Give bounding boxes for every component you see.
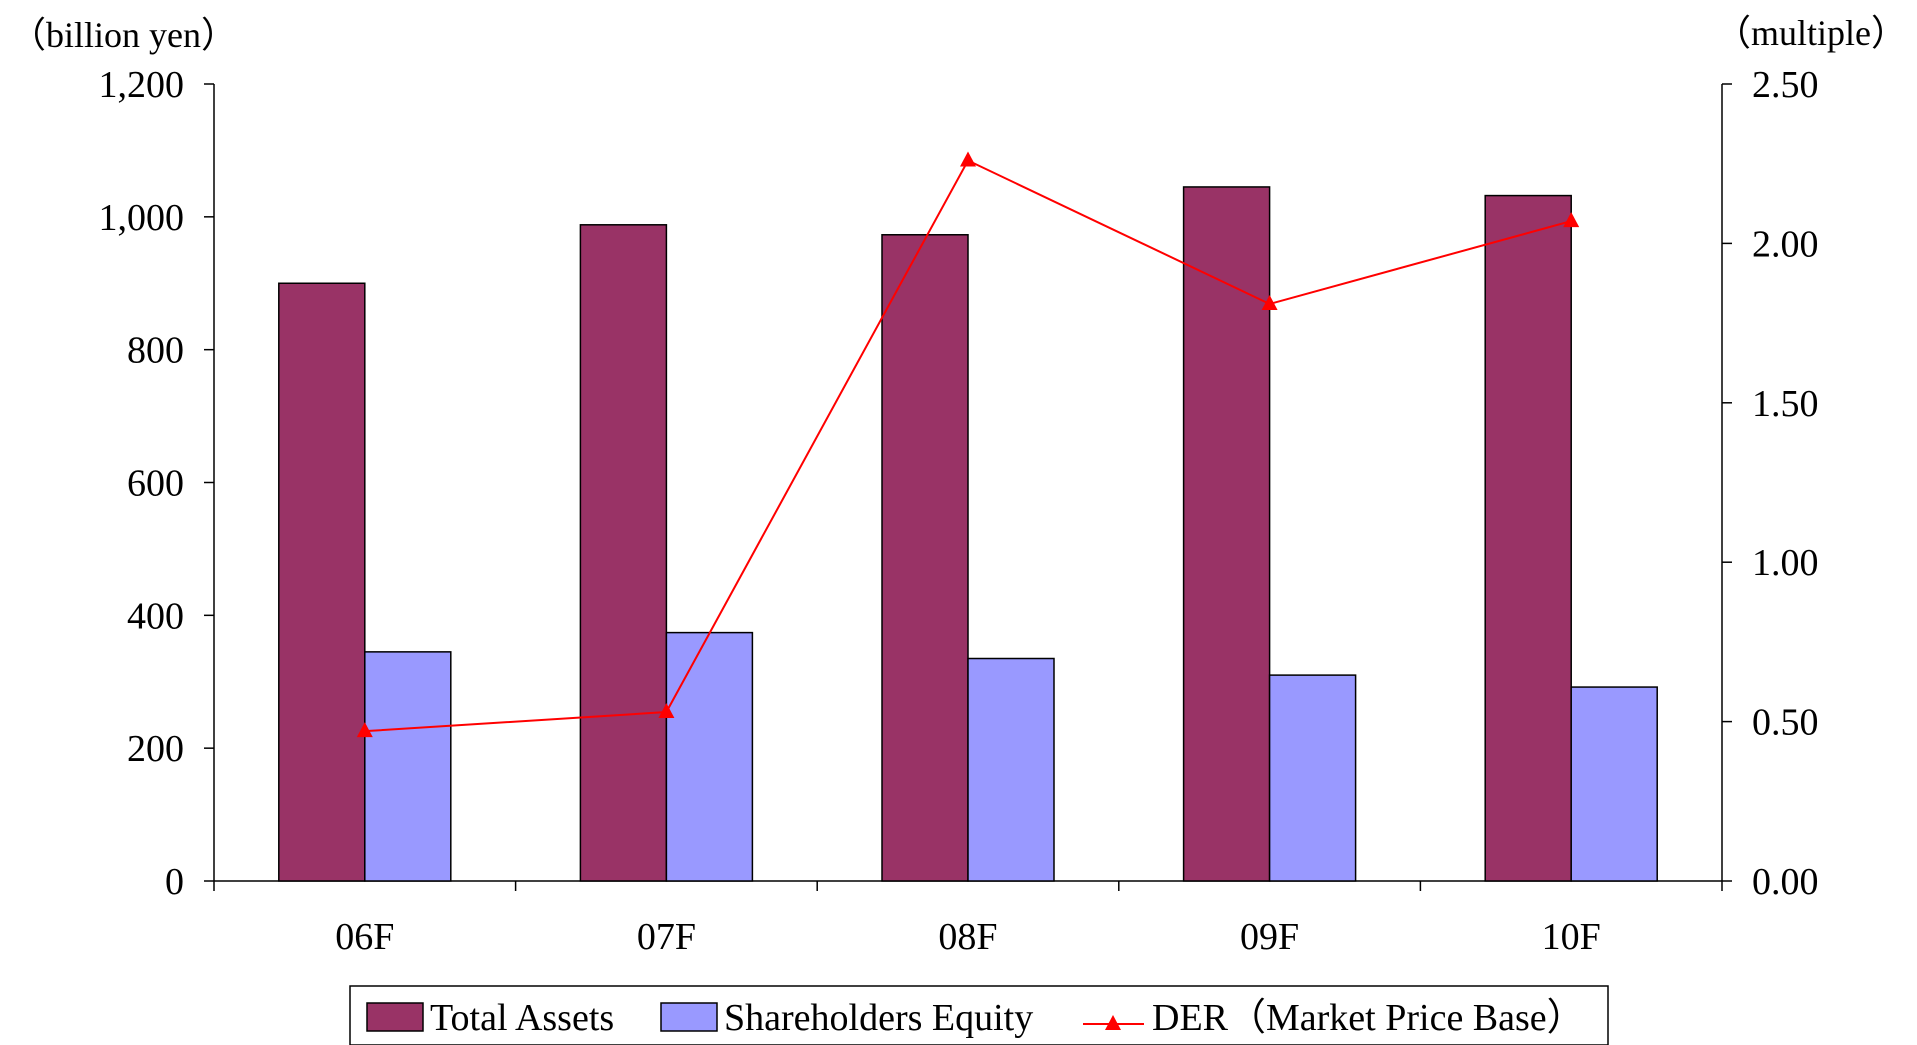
der-point xyxy=(1261,294,1278,310)
legend-box xyxy=(349,985,1609,1045)
bar-shareholders-equity xyxy=(1268,674,1357,882)
legend-swatch-total-assets xyxy=(366,1002,424,1032)
legend-label-der: DER（Market Price Base） xyxy=(1152,997,1585,1039)
legend-label-shareholders-equity: Shareholders Equity xyxy=(724,997,1033,1039)
bar-shareholders-equity xyxy=(665,631,754,882)
y-right-tick-label: 2.00 xyxy=(1752,223,1819,265)
y-left-tick-label: 600 xyxy=(127,463,184,505)
y-right-tick-label: 0.00 xyxy=(1752,861,1819,903)
y-left-tick-label: 800 xyxy=(127,330,184,372)
legend-swatch-der-marker xyxy=(1105,1015,1121,1030)
legend-label-total-assets: Total Assets xyxy=(430,997,614,1039)
y-right-tick-label: 0.50 xyxy=(1752,702,1819,744)
der-point xyxy=(960,151,976,167)
bar-total-assets xyxy=(1182,186,1271,882)
bar-total-assets xyxy=(881,234,969,882)
bar-shareholders-equity xyxy=(364,651,452,882)
y-right-unit-label: （multiple） xyxy=(1715,13,1907,53)
bar-total-assets xyxy=(1484,194,1572,882)
bar-shareholders-equity xyxy=(967,657,1055,882)
bar-total-assets xyxy=(278,282,366,882)
legend-swatch-shareholders-equity xyxy=(660,1002,718,1032)
y-left-unit-label: （billion yen） xyxy=(10,15,237,55)
x-tick-label: 10F xyxy=(1542,916,1601,958)
der-point xyxy=(658,703,675,719)
y-left-tick-label: 1,000 xyxy=(99,197,185,239)
legend: Total Assets Shareholders Equity DER（Marke… xyxy=(349,985,1609,1045)
bar-total-assets xyxy=(579,224,668,882)
y-left-tick-label: 0 xyxy=(165,861,184,903)
y-right-tick-label: 2.50 xyxy=(1752,64,1819,106)
x-tick-label: 07F xyxy=(637,916,696,958)
y-right-tick-label: 1.50 xyxy=(1752,383,1819,425)
y-left-tick-label: 400 xyxy=(127,595,184,637)
y-right-tick-label: 1.00 xyxy=(1752,542,1819,584)
der-point xyxy=(1563,212,1580,228)
bar-shareholders-equity xyxy=(1570,686,1658,882)
x-tick-label: 09F xyxy=(1240,916,1299,958)
x-tick-label: 08F xyxy=(938,916,997,958)
der-point xyxy=(356,722,373,738)
y-left-tick-label: 1,200 xyxy=(99,64,185,106)
y-left-tick-label: 200 xyxy=(127,728,184,770)
x-tick-label: 06F xyxy=(335,916,394,958)
